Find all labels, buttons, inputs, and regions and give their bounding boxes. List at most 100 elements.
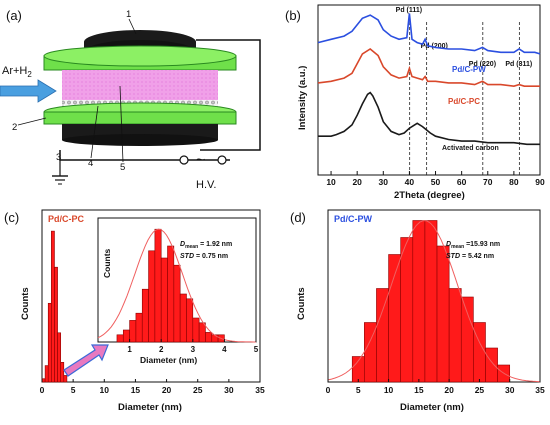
histogram-pw: (d) 0 5 10 15 20 25 30 35 Pd/C-PW Dmean =15.93 … (290, 209, 545, 413)
xrd-xtick-label: 90 (535, 177, 545, 187)
xrd-series-line (317, 13, 541, 55)
pc-inset-bar (211, 334, 219, 343)
pc-bar (57, 332, 61, 383)
plasma-zone (62, 70, 218, 100)
part-label-1: 1 (126, 9, 131, 20)
pc-legend: Pd/C-PC (48, 214, 85, 224)
pw-bar (473, 322, 486, 383)
pw-std: STD = 5.42 nm (446, 253, 494, 260)
pw-xtick-label: 25 (475, 385, 485, 395)
pc-bar (51, 230, 55, 383)
pw-xtick-label: 5 (356, 385, 361, 395)
gas-label: Ar+H2 (2, 65, 32, 79)
ac-symbol: ~ (196, 152, 205, 169)
peak-label: Pd (311) (505, 61, 532, 68)
xrd-ylabel: Intensity (a.u.) (297, 66, 308, 130)
pw-xlabel: Diameter (nm) (400, 402, 464, 413)
pc-inset-bar (141, 288, 149, 343)
pc-xtick-label: 35 (255, 385, 265, 395)
xrd-xtick-label: 60 (457, 177, 467, 187)
pc-inset-std: STD = 0.75 nm (180, 253, 228, 260)
pw-xtick-label: 30 (505, 385, 515, 395)
xrd-xtick-label: 40 (405, 177, 415, 187)
peak-label: Pd (111) (396, 7, 422, 14)
pc-inset-xtick-label: 1 (127, 345, 132, 354)
pc-xtick-label: 0 (40, 385, 45, 395)
bottom-dielectric (43, 111, 237, 125)
panel-label-a: (a) (6, 8, 22, 23)
xrd-series-line (318, 91, 540, 146)
peak-label: Pd (220) (469, 61, 496, 68)
pc-inset-bar (122, 329, 130, 343)
pc-bar (54, 266, 58, 383)
pc-xtick-label: 25 (193, 385, 203, 395)
pc-inset-bar (154, 228, 162, 343)
xrd-xtick-label: 20 (352, 177, 362, 187)
pc-inset-bar (116, 334, 124, 343)
pw-legend: Pd/C-PW (334, 214, 373, 224)
pc-inset-bar (186, 298, 194, 343)
pc-inset-bar (179, 293, 187, 343)
xrd-series-label: Pd/C-PW (452, 65, 486, 74)
xrd-series-line (317, 48, 540, 88)
pc-inset-bar (205, 332, 213, 343)
xrd-xlabel: 2Theta (degree) (394, 190, 465, 201)
pc-bar (63, 375, 68, 383)
pw-xtick-label: 20 (444, 385, 454, 395)
pc-inset-ylabel: Counts (102, 248, 112, 278)
hv-label: H.V. (196, 179, 216, 191)
pw-bar (448, 288, 462, 383)
pc-xtick-label: 20 (162, 385, 172, 395)
pc-inset-bar (173, 264, 181, 343)
gas-inlet-arrow-icon (0, 79, 57, 103)
pc-inset-xtick-label: 3 (191, 345, 196, 354)
pw-ylabel: Counts (296, 287, 307, 320)
panel-label-d: (d) (290, 210, 306, 225)
pc-plot-frame (41, 209, 261, 383)
pw-xtick-label: 35 (535, 385, 545, 395)
pc-ylabel: Counts (20, 287, 31, 320)
histogram-pc: (c) 0 5 10 15 20 25 30 35 Pd/C-PC Diameter (nm)… (4, 209, 265, 413)
xrd-plot-frame (317, 4, 541, 176)
pc-inset: 1 2 3 4 5 Counts Diameter (nm) Dmean = 1.92 … (97, 217, 259, 365)
pc-inset-xtick-label: 5 (254, 345, 259, 354)
pc-inset-bar (167, 245, 175, 343)
pc-xtick-label: 5 (71, 385, 76, 395)
pw-bar (485, 347, 498, 383)
pc-xlabel: Diameter (nm) (118, 402, 182, 413)
circuit-wire-top (196, 39, 261, 151)
xrd-xtick-label: 80 (509, 177, 519, 187)
pc-inset-xlabel: Diameter (nm) (140, 355, 197, 365)
fit-curve (327, 220, 541, 383)
pw-xtick-label: 15 (414, 385, 424, 395)
pc-inset-bar (192, 317, 200, 343)
pw-bar (412, 220, 426, 383)
pw-xtick-label: 10 (384, 385, 394, 395)
pc-bar (60, 362, 65, 383)
pc-xtick-label: 15 (131, 385, 141, 395)
pc-bar (44, 365, 49, 383)
pw-xtick-label: 0 (326, 385, 331, 395)
pw-bar (424, 220, 438, 383)
pc-inset-bar (135, 312, 143, 343)
fit-curve (97, 228, 256, 343)
pc-inset-xtick-label: 4 (222, 345, 227, 354)
xrd-xtick-label: 10 (326, 177, 336, 187)
part-label-5: 5 (120, 162, 125, 173)
pw-bar (436, 245, 450, 383)
xrd-xtick-label: 30 (379, 177, 389, 187)
zoom-arrow-icon (63, 344, 109, 377)
pc-inset-xtick-label: 2 (159, 345, 164, 354)
power-terminal-right (217, 155, 227, 165)
xrd-series-label: Activated carbon (442, 145, 499, 152)
panel-label-c: (c) (4, 210, 19, 225)
xrd-series-label: Pd/C-PC (448, 97, 480, 106)
pc-bar (47, 302, 52, 383)
pw-bar (400, 237, 414, 383)
schematic: (a) Ar+H2 1 2 3 4 5 (0, 8, 261, 191)
part-label-2: 2 (12, 122, 17, 133)
xrd-xtick-label: 70 (483, 177, 493, 187)
pc-inset-bar (148, 250, 156, 343)
